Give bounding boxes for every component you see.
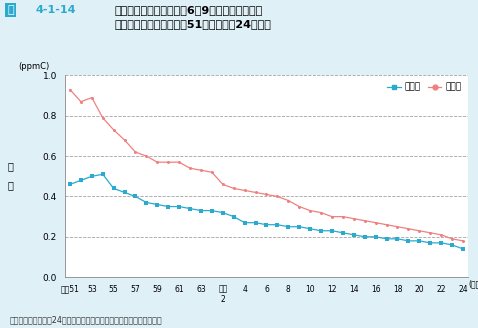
Text: 図: 図: [7, 5, 14, 15]
Text: (年度): (年度): [468, 279, 478, 288]
Legend: 一般局, 自排局: 一般局, 自排局: [385, 80, 464, 94]
Text: 非メタン炭化水素の午前6〜9時における年平均
値の経年変化推移（昭和51年度〜平成24年度）: 非メタン炭化水素の午前6〜9時における年平均 値の経年変化推移（昭和51年度〜平…: [115, 5, 272, 29]
Text: 濃
度: 濃 度: [8, 161, 13, 190]
Text: (ppmC): (ppmC): [18, 62, 49, 72]
Text: 資料：環境省「平成24年度大気汚染状況について（報道発表資料）」: 資料：環境省「平成24年度大気汚染状況について（報道発表資料）」: [10, 316, 162, 325]
Text: 4-1-14: 4-1-14: [36, 5, 76, 15]
